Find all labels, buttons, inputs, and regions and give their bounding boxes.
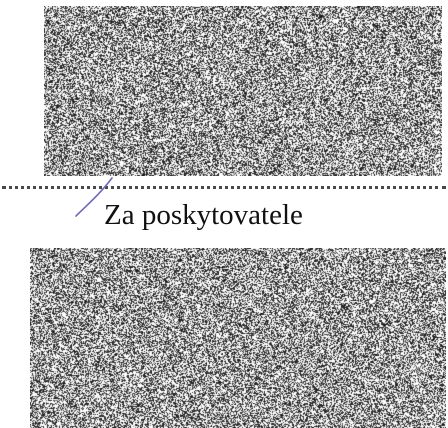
handwritten-signature-stroke [75,177,113,217]
redacted-text-block-top [44,6,442,176]
signature-caption: Za poskytovatele [104,199,303,231]
signature-area: Za poskytovatele [0,176,448,248]
signature-dotted-line [2,186,446,189]
redacted-text-block-bottom [30,248,446,428]
